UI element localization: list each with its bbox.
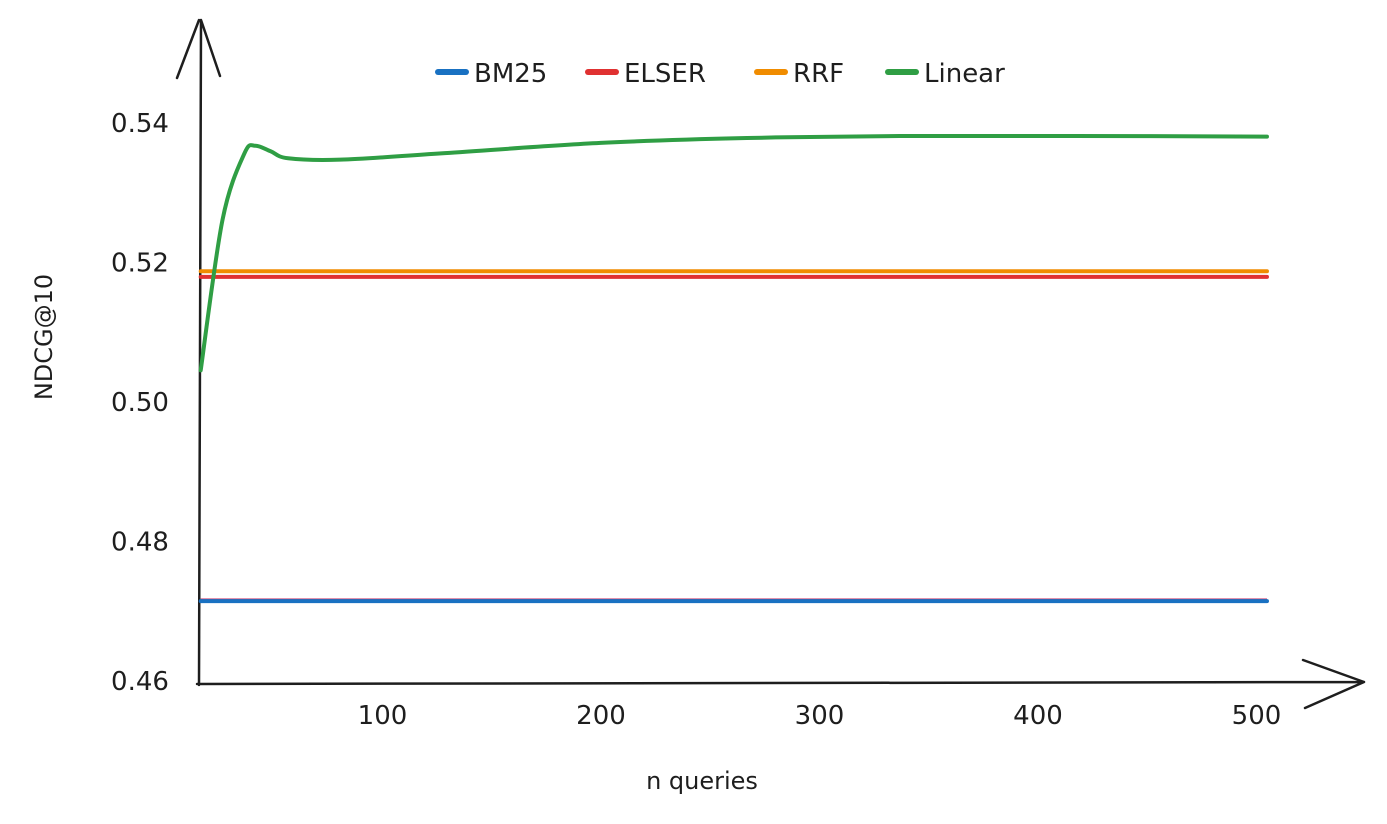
x-tick-label: 200 [576, 701, 626, 731]
y-tick-label: 0.50 [111, 388, 169, 418]
x-axis [195, 658, 1366, 710]
legend-label: Linear [924, 59, 1005, 89]
series-line-linear [198, 133, 1269, 373]
legend-label: BM25 [474, 59, 547, 89]
legend-item-bm25: BM25 [435, 59, 547, 89]
legend-item-elser: ELSER [585, 59, 706, 89]
y-tick-label: 0.48 [111, 528, 169, 558]
x-tick-label: 500 [1232, 701, 1282, 731]
x-tick-label: 400 [1013, 701, 1063, 731]
y-tick-label: 0.52 [111, 249, 169, 279]
y-axis-label: NDCG@10 [30, 274, 58, 400]
x-tick-label: 300 [795, 701, 845, 731]
legend-label: ELSER [624, 59, 706, 89]
legend-label: RRF [793, 59, 844, 89]
axes [175, 18, 1366, 710]
y-tick-label: 0.54 [111, 109, 169, 139]
x-tick-label: 100 [358, 701, 408, 731]
y-axis [175, 18, 222, 687]
legend-item-rrf: RRF [754, 59, 844, 89]
x-axis-label: n queries [646, 767, 758, 795]
legend-item-linear: Linear [885, 59, 1005, 89]
y-tick-label: 0.46 [111, 667, 169, 697]
